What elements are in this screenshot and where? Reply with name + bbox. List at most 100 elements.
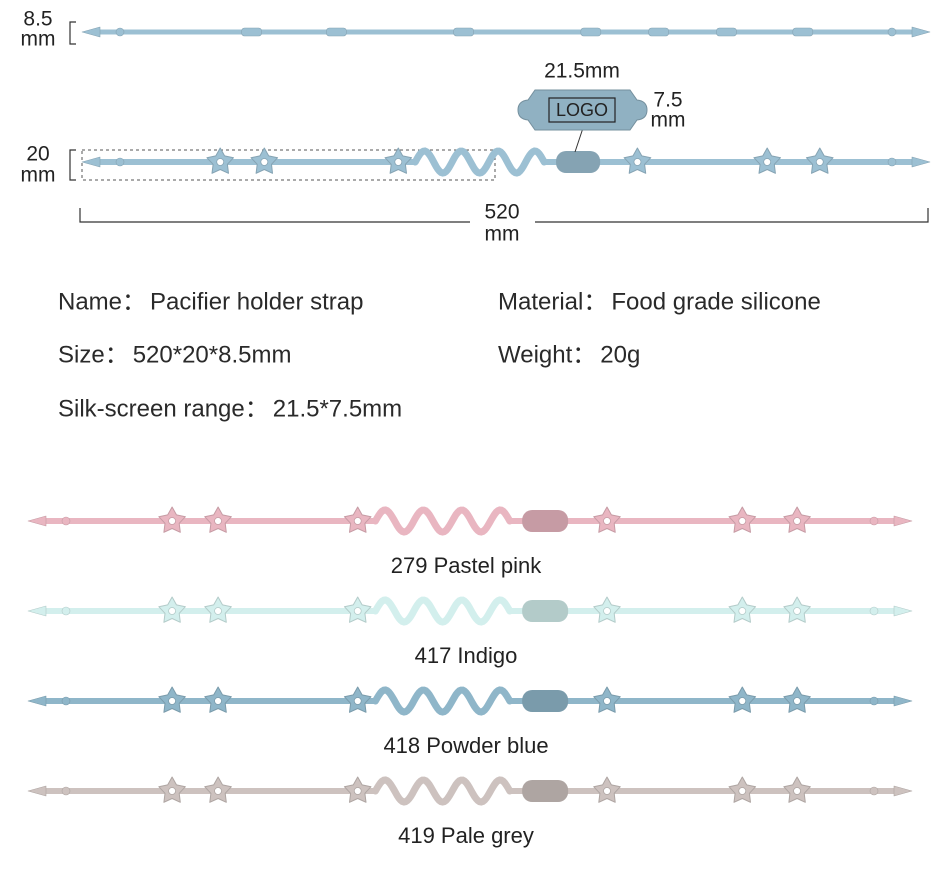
bracket	[69, 21, 76, 45]
strap	[81, 26, 931, 38]
length-line	[79, 208, 929, 223]
star-hole	[738, 607, 747, 615]
strap-segment	[716, 27, 737, 37]
star-hole	[815, 158, 824, 166]
star-hole	[214, 787, 222, 795]
variant-label: 279 Pastel pink	[391, 553, 542, 578]
logo-height-value: 7.5	[653, 89, 682, 112]
variant-label: 418 Powder blue	[383, 733, 548, 758]
strap-tip	[893, 515, 913, 527]
strap-tip	[27, 695, 47, 707]
strap-segment	[580, 27, 602, 37]
strap-segment	[648, 27, 669, 37]
spec-label: Name：	[58, 288, 146, 315]
strap-tip	[27, 785, 47, 797]
star-hole	[168, 607, 176, 615]
strap	[27, 506, 913, 536]
strap-knob	[115, 27, 125, 37]
spec-value: 20g	[600, 341, 640, 368]
bracket	[69, 149, 76, 181]
logo-pad	[522, 510, 569, 532]
star-hole	[216, 158, 225, 166]
logo-height-unit: mm	[651, 109, 686, 132]
star-hole	[738, 787, 747, 795]
spec-value: Food grade silicone	[611, 288, 820, 315]
star-hole	[738, 697, 747, 705]
strap-segment	[326, 27, 347, 37]
star-hole	[214, 607, 222, 615]
strap-tip	[27, 605, 47, 617]
strap-tip	[893, 785, 913, 797]
star-hole	[603, 607, 611, 615]
variant-label: 417 Indigo	[415, 643, 518, 668]
star-hole	[793, 787, 801, 795]
strap-tip	[81, 156, 101, 168]
strap-knob	[869, 606, 879, 616]
star-hole	[603, 517, 611, 525]
strap-tip	[27, 515, 47, 527]
spec-value: 520*20*8.5mm	[133, 341, 292, 368]
spec-label: Silk-screen range：	[58, 395, 269, 422]
star-hole	[353, 697, 362, 705]
strap-knob	[869, 516, 879, 526]
strap-wave	[371, 596, 514, 626]
star-hole	[738, 517, 747, 525]
star-hole	[168, 787, 176, 795]
strap-tip	[911, 156, 931, 168]
star-hole	[603, 697, 611, 705]
star-hole	[793, 697, 801, 705]
star-hole	[214, 697, 222, 705]
spec-label: Weight：	[498, 341, 596, 368]
logo-width: 21.5mm	[544, 60, 620, 83]
spec-label: Size：	[58, 341, 129, 368]
logo-pad	[522, 780, 569, 802]
strap-wave	[371, 776, 514, 806]
logo-pad	[522, 600, 569, 622]
spec-label: Material：	[498, 288, 607, 315]
strap	[81, 147, 931, 177]
strap-segment	[453, 27, 474, 37]
width-unit: mm	[21, 164, 56, 187]
strap-tip	[81, 26, 101, 38]
star-hole	[633, 158, 642, 166]
star-hole	[793, 517, 801, 525]
star-hole	[353, 517, 362, 525]
thickness-unit: mm	[21, 28, 56, 51]
logo-box	[548, 97, 616, 123]
strap-tip	[893, 605, 913, 617]
dashed-box	[81, 149, 496, 181]
star-hole	[353, 787, 362, 795]
strap-knob	[869, 786, 879, 796]
logo-pad	[556, 151, 601, 173]
spec-value: 21.5*7.5mm	[273, 395, 402, 422]
star-hole	[793, 607, 801, 615]
strap-knob	[61, 516, 71, 526]
strap	[27, 686, 913, 716]
strap-wave	[371, 506, 514, 536]
star-hole	[353, 607, 362, 615]
strap-knob	[61, 786, 71, 796]
strap-knob	[61, 606, 71, 616]
star-hole	[763, 158, 772, 166]
length-unit: mm	[485, 223, 520, 246]
thickness-value: 8.5	[23, 8, 52, 31]
strap-knob	[887, 157, 897, 167]
star-hole	[168, 517, 176, 525]
strap-segment	[241, 27, 262, 37]
logo-text: LOGO	[556, 100, 608, 120]
star-hole	[603, 787, 611, 795]
strap-knob	[61, 696, 71, 706]
star-hole	[260, 158, 269, 166]
strap-wave	[371, 686, 514, 716]
strap-tip	[893, 695, 913, 707]
length-value: 520	[484, 201, 519, 224]
spec-value: Pacifier holder strap	[150, 288, 363, 315]
strap	[27, 596, 913, 626]
width-value: 20	[26, 143, 49, 166]
strap	[27, 776, 913, 806]
strap-tip	[911, 26, 931, 38]
star-hole	[168, 697, 176, 705]
strap-segment	[792, 27, 814, 37]
dimension-diagram: 8.5 mm 20 mm 520 mm 21.5mm 7.5 mm	[21, 8, 929, 246]
